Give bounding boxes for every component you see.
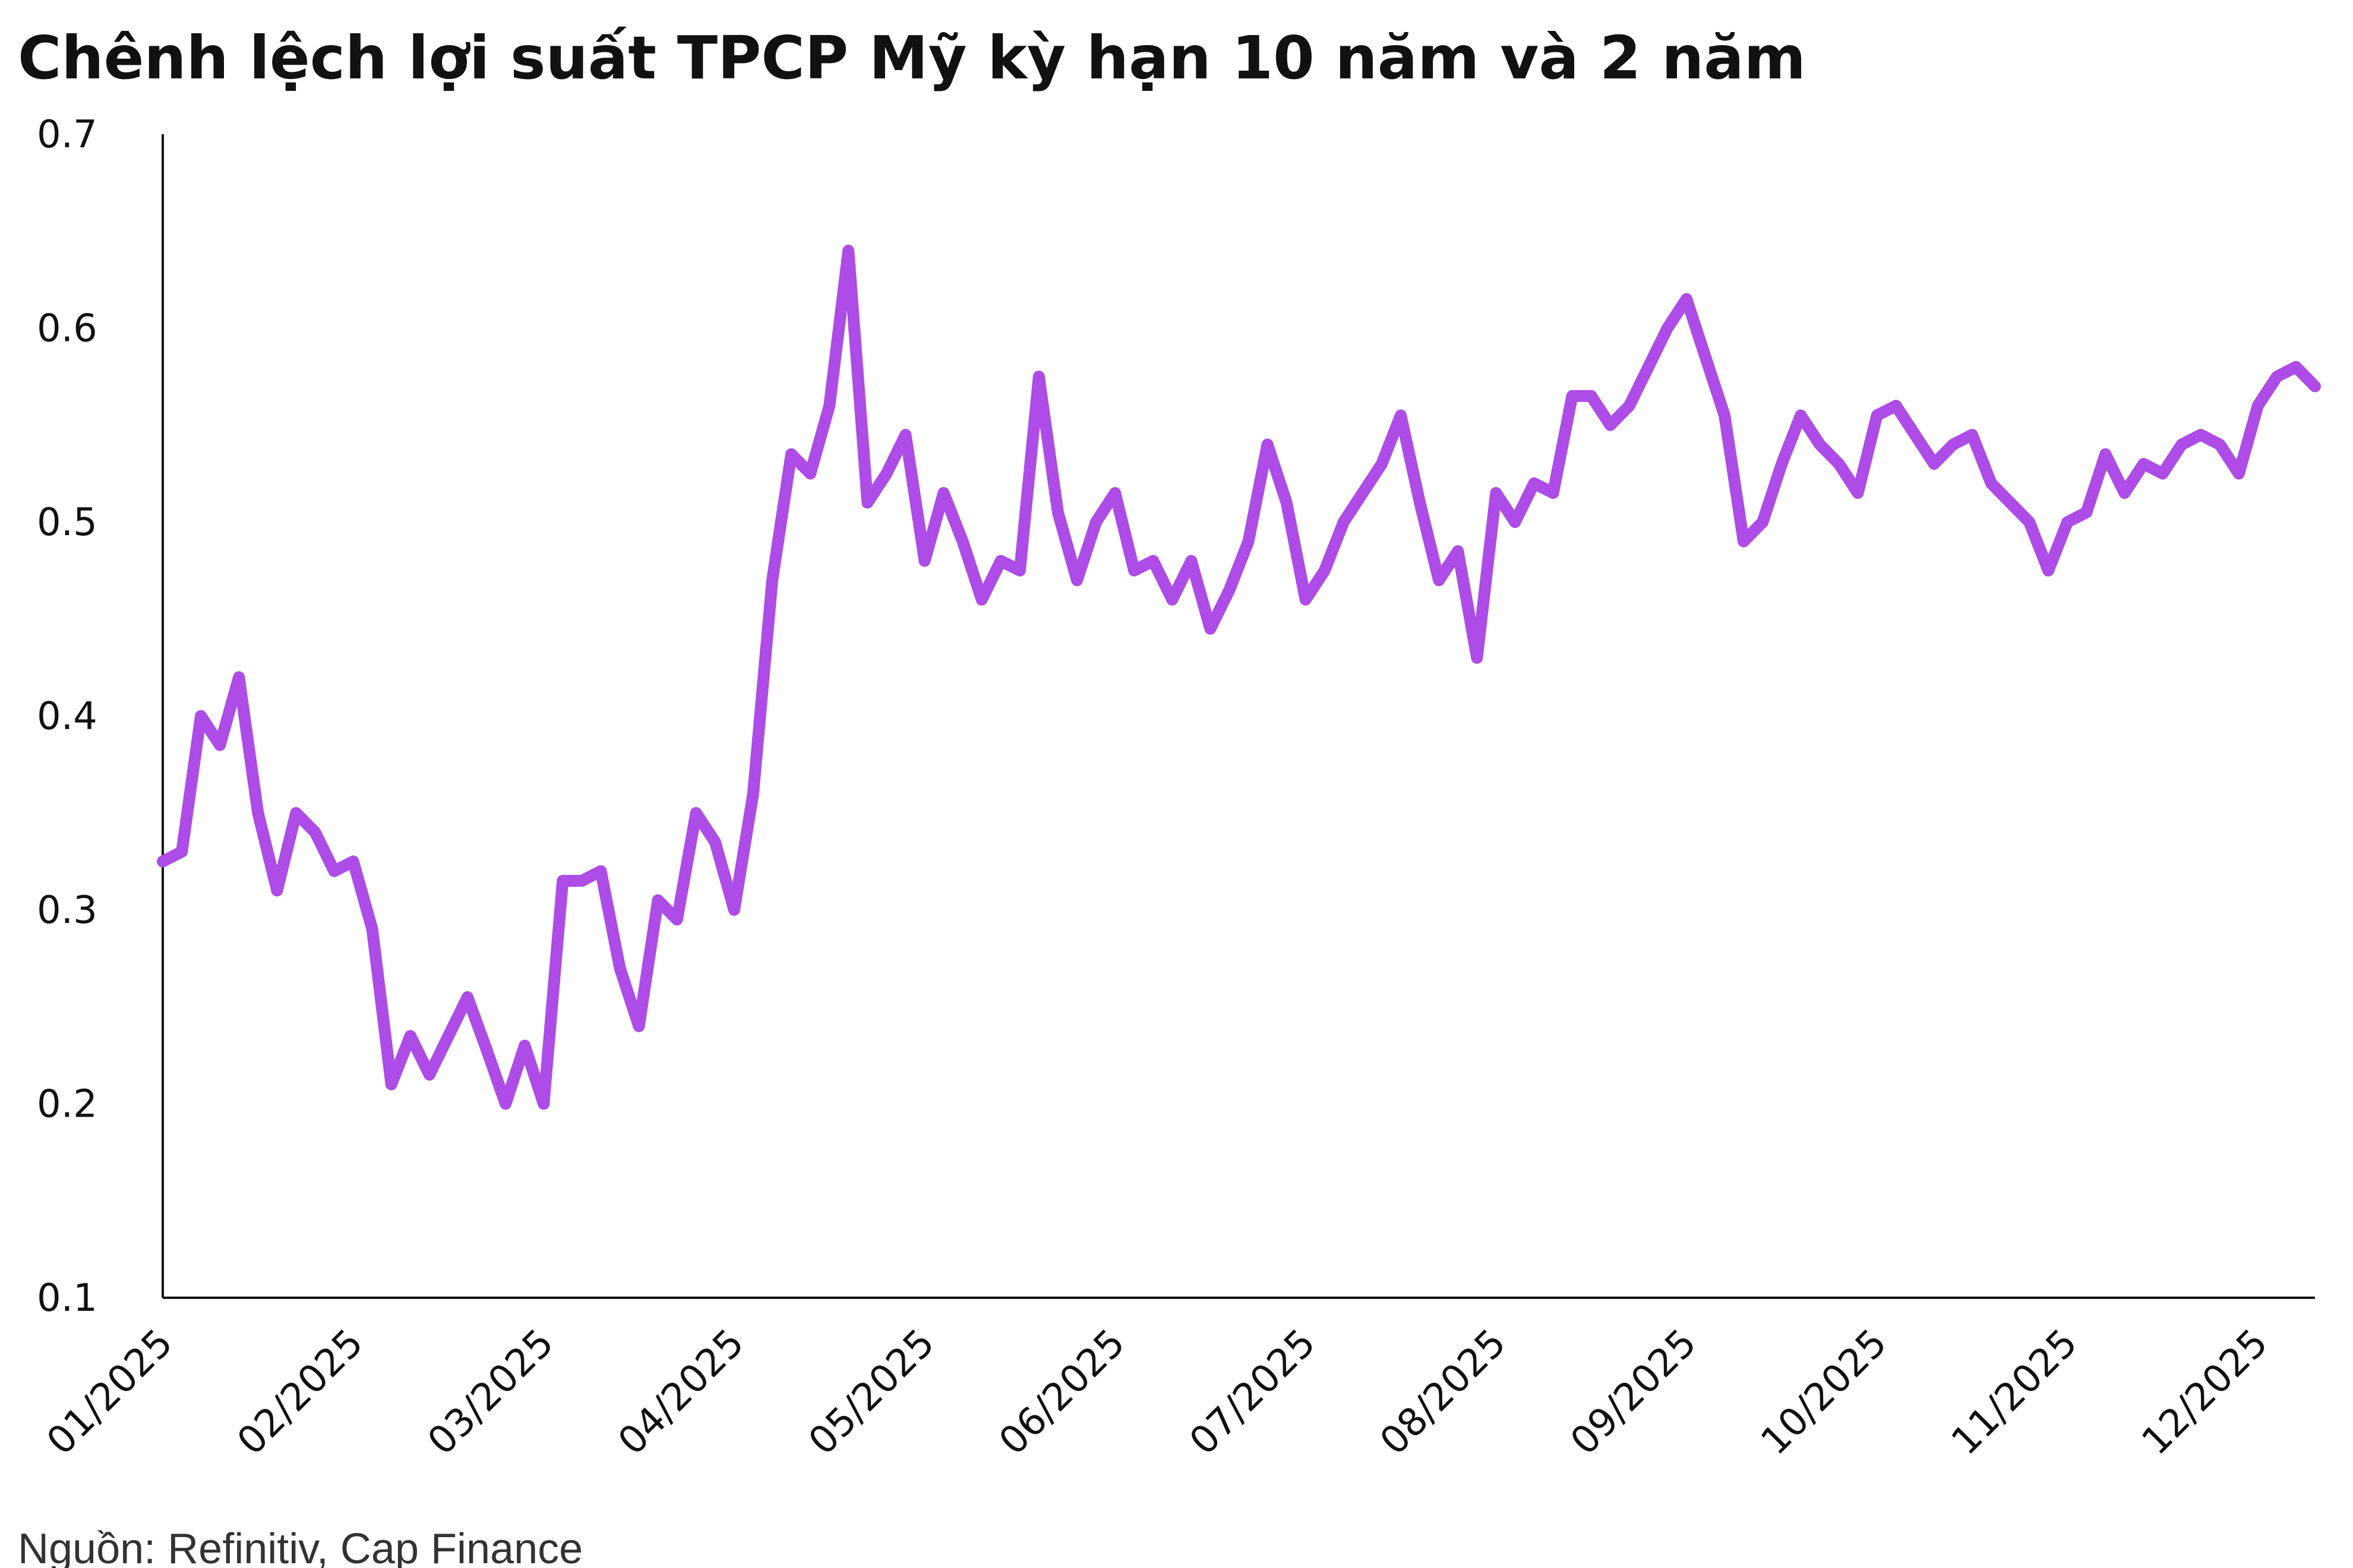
chart-title: Chênh lệch lợi suất TPCP Mỹ kỳ hạn 10 nă… [18, 23, 1806, 93]
x-tick-label: 03/2025 [419, 1321, 562, 1463]
x-tick-label: 07/2025 [1182, 1321, 1324, 1463]
y-tick-label: 0.1 [37, 1276, 97, 1320]
x-tick-label: 11/2025 [1943, 1321, 2086, 1463]
x-tick-label: 08/2025 [1372, 1321, 1514, 1463]
y-tick-label: 0.5 [37, 501, 97, 545]
x-tick-label: 06/2025 [991, 1321, 1133, 1463]
y-tick-label: 0.6 [37, 307, 97, 351]
x-tick-label: 04/2025 [610, 1321, 753, 1463]
y-tick-label: 0.7 [37, 113, 97, 157]
data-line [157, 244, 2321, 1110]
y-tick-label: 0.4 [37, 695, 97, 739]
x-tick-label: 05/2025 [800, 1321, 943, 1463]
x-tick-label: 09/2025 [1562, 1321, 1705, 1463]
x-tick-label: 10/2025 [1753, 1321, 1896, 1463]
x-tick-label: 12/2025 [2134, 1321, 2276, 1463]
x-tick-label: 01/2025 [39, 1321, 181, 1463]
source-note: Nguồn: Refinitiv, Cap Finance [18, 1525, 583, 1568]
y-tick-label: 0.2 [37, 1083, 97, 1127]
y-tick-label: 0.3 [37, 889, 97, 932]
x-tick-label: 02/2025 [229, 1321, 372, 1463]
